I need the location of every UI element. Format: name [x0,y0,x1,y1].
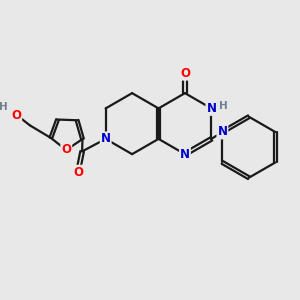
Text: H: H [0,102,8,112]
Text: N: N [218,125,227,139]
Text: O: O [61,143,71,157]
Text: N: N [206,102,216,115]
Text: O: O [180,67,190,80]
Text: H: H [219,100,227,111]
Text: O: O [73,166,83,179]
Text: N: N [180,148,190,161]
Text: N: N [101,132,111,146]
Text: O: O [11,109,21,122]
